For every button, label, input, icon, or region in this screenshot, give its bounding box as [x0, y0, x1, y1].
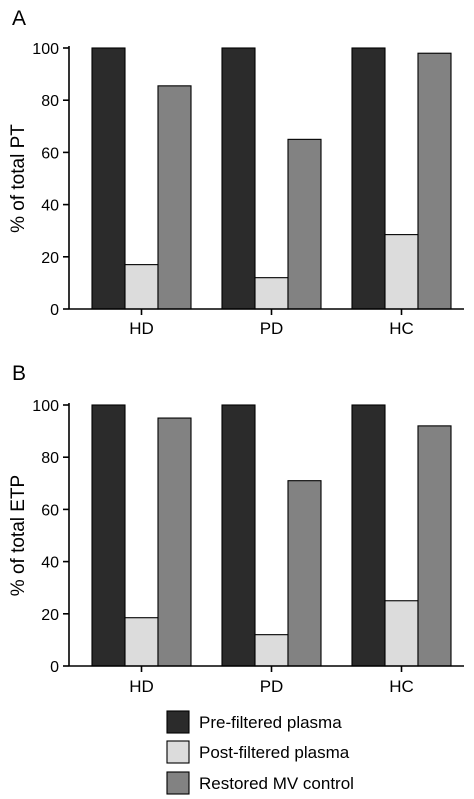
bar-hd-series-2: [124, 264, 159, 310]
legend-label-1: Pre-filtered plasma: [199, 713, 342, 732]
bar-pd-series-1: [221, 47, 256, 310]
bar-hc-series-3: [417, 52, 452, 310]
y-tick-label: 60: [41, 502, 59, 519]
bar-pd-series-2: [254, 634, 289, 667]
bar-pd-series-3: [287, 138, 322, 310]
bar-pd-series-3: [287, 480, 322, 667]
bar-pd-series-2: [254, 277, 289, 310]
y-tick-label: 100: [32, 398, 59, 415]
y-tick-label: 40: [41, 198, 59, 215]
y-tick-label: 20: [41, 250, 59, 267]
bar-hd-series-2: [124, 617, 159, 667]
bar-hc-series-2: [384, 234, 419, 310]
x-tick-label-hd: HD: [129, 677, 154, 696]
bar-hc-series-1: [351, 47, 386, 310]
bar-hc-series-2: [384, 600, 419, 667]
legend-swatch-2: [166, 740, 190, 764]
panel-letter: A: [12, 7, 26, 30]
x-tick-label-hd: HD: [129, 319, 154, 338]
x-tick-label-pd: PD: [260, 677, 284, 696]
legend-swatch-1: [166, 710, 190, 734]
bar-hc-series-3: [417, 425, 452, 667]
bar-hd-series-3: [157, 85, 192, 310]
bar-hd-series-1: [91, 47, 126, 310]
y-tick-label: 60: [41, 145, 59, 162]
y-axis-label: % of total PT: [8, 124, 29, 233]
x-tick-label-hc: HC: [389, 319, 414, 338]
legend-label-3: Restored MV control: [199, 774, 354, 793]
panel-letter: B: [12, 362, 26, 385]
panel-a-chart: A % of total PT 0 20 40 60 80 100 HD PD HC: [8, 7, 464, 338]
legend-label-2: Post-filtered plasma: [199, 743, 350, 762]
y-axis-label: % of total ETP: [8, 475, 29, 596]
y-tick-label: 80: [41, 93, 59, 110]
y-tick-label: 20: [41, 607, 59, 624]
panel-b-chart: B % of total ETP 0 20 40 60 80 100 HD PD HC: [8, 362, 464, 696]
y-tick-label: 100: [32, 41, 59, 58]
bar-pd-series-1: [221, 404, 256, 667]
legend: Pre-filtered plasma Post-filtered plasma R…: [166, 710, 354, 795]
y-tick-label: 80: [41, 450, 59, 467]
x-tick-label-pd: PD: [260, 319, 284, 338]
legend-swatch-3: [166, 771, 190, 795]
bar-hc-series-1: [351, 404, 386, 667]
x-tick-label-hc: HC: [389, 677, 414, 696]
bar-hd-series-3: [157, 417, 192, 667]
y-tick-label: 0: [50, 302, 59, 319]
bar-hd-series-1: [91, 404, 126, 667]
y-tick-label: 0: [50, 659, 59, 676]
y-tick-label: 40: [41, 555, 59, 572]
